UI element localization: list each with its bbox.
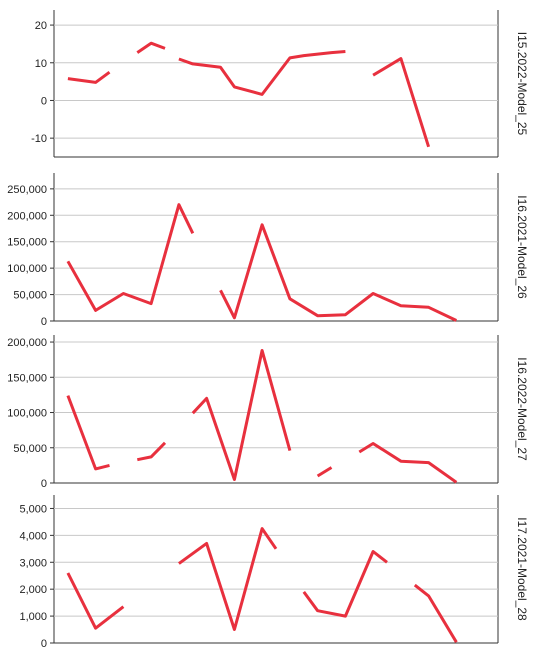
series-line-segment (137, 441, 167, 462)
y-tick-label: 20 (35, 20, 47, 32)
panel-2: 0 50,000 100,000 150,000 200,000 250,000 I16.2… (7, 173, 529, 328)
series-line-segment (66, 572, 125, 630)
y-tick-label: 3,000 (19, 557, 47, 569)
series-line-segment (372, 57, 431, 148)
y-tick-label: 250,000 (7, 184, 47, 196)
y-tick-label: 100,000 (7, 263, 47, 275)
y-tick-label: 0 (41, 638, 47, 650)
panel-3: 0 50,000 100,000 150,000 200,000 I16.2022-Mod… (7, 335, 529, 490)
series-line-segment (316, 466, 333, 478)
y-tick-label: -10 (31, 133, 47, 145)
y-tick-label: 150,000 (7, 237, 47, 249)
panel-label: I16.2021-Model_26 (515, 195, 529, 299)
panel-label: I16.2022-Model_27 (515, 357, 529, 461)
y-tick-label: 1,000 (19, 611, 47, 623)
y-tick-label: 50,000 (13, 290, 47, 302)
series-line-segment (302, 550, 388, 618)
y-tick-label: 200,000 (7, 210, 47, 222)
y-tick-label: 5,000 (19, 503, 47, 515)
series-line-segment (67, 70, 111, 84)
series-line-segment (136, 41, 166, 54)
y-tick-label: 0 (41, 95, 47, 107)
series-line-segment (413, 583, 458, 643)
y-tick-label: 0 (41, 478, 47, 490)
y-tick-label: 150,000 (7, 372, 47, 384)
series-line-segment (219, 223, 458, 322)
panel-label: I17.2021-Model_28 (515, 517, 529, 621)
series-line-segment (178, 50, 346, 96)
y-tick-label: 50,000 (13, 443, 47, 455)
y-tick-label: 4,000 (19, 530, 47, 542)
y-tick-label: 10 (35, 58, 47, 70)
series-line-segment (191, 349, 292, 481)
series-line-segment (66, 203, 195, 312)
panel-1: -10 0 10 20 I15.2022-Model_25 (31, 10, 529, 158)
panel-label: I15.2022-Model_25 (515, 32, 529, 136)
y-tick-label: 200,000 (7, 337, 47, 349)
y-tick-label: 0 (41, 316, 47, 328)
series-line-segment (358, 442, 458, 484)
series-line-segment (178, 527, 278, 631)
panel-4: 0 1,000 2,000 3,000 4,000 5,000 I17.2021-Model… (19, 495, 529, 650)
series-line-segment (66, 395, 110, 471)
y-tick-label: 100,000 (7, 408, 47, 420)
y-tick-label: 2,000 (19, 584, 47, 596)
